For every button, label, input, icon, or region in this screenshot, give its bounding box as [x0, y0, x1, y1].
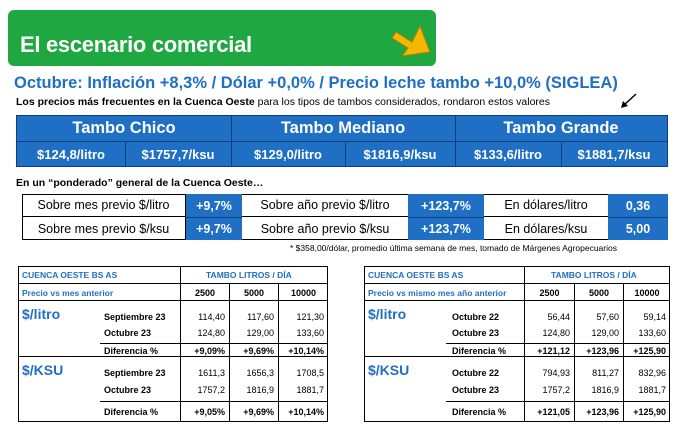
- price-value: $1881,7/ksu: [577, 147, 651, 162]
- cell-value: 129,00: [591, 328, 619, 338]
- header-tambo-mediano: Tambo Mediano: [231, 116, 455, 142]
- group-header: TAMBO LITROS / DÍA: [206, 270, 292, 280]
- cell-value: 133,60: [296, 328, 324, 338]
- summary-value: +9,7%: [186, 217, 242, 240]
- cell-value: 1881,7: [638, 385, 666, 395]
- cell-value: 133,60: [638, 328, 666, 338]
- pointer-arrow-icon: [621, 93, 637, 108]
- cell-value: 1881,7: [296, 385, 324, 395]
- litro-label: $/litro: [368, 306, 407, 322]
- litro-label: $/litro: [22, 306, 61, 322]
- price-value: $133,6/litro: [474, 147, 542, 162]
- table-subtitle: Precio vs mes anterior: [22, 288, 114, 298]
- cell-value: +121,05: [537, 407, 570, 417]
- cell-value: 124,80: [197, 328, 225, 338]
- price-table: Tambo Chico Tambo Mediano Tambo Grande $…: [16, 115, 668, 167]
- summary-value: 0,36: [608, 194, 668, 217]
- footnote: * $358,00/dólar, promedio última semana …: [290, 243, 617, 253]
- cell-value: 59,14: [643, 312, 666, 322]
- row-label: Octubre 22: [452, 368, 500, 378]
- table-title: CUENCA OESTE BS AS: [368, 270, 464, 280]
- ksu-label: $/KSU: [368, 362, 410, 378]
- cell-value: 1757,2: [197, 385, 225, 395]
- summary-label: Sobre año previo $/litro: [242, 194, 408, 217]
- summary-label: En dólares/ksu: [504, 221, 588, 236]
- col-header: 10000: [290, 288, 317, 298]
- ponderado-label: En un “ponderado” general de la Cuenca O…: [16, 177, 264, 189]
- table-title: CUENCA OESTE BS AS: [22, 270, 118, 280]
- summary-label: Sobre mes previo $/litro: [22, 194, 186, 217]
- cell-value: +123,96: [586, 346, 619, 356]
- intro-text: Los precios más frecuentes en la Cuenca …: [16, 96, 551, 108]
- cell-value: +121,12: [537, 346, 570, 356]
- header-tambo-grande: Tambo Grande: [455, 116, 667, 142]
- cell-value: +125,90: [633, 346, 666, 356]
- cell-value: +9,05%: [194, 407, 225, 417]
- cell-value: 129,00: [246, 328, 274, 338]
- cell-value: 811,27: [592, 368, 619, 378]
- summary-value: +123,7%: [408, 194, 484, 217]
- cell-value: 56,44: [547, 312, 570, 322]
- row-label: Octubre 23: [452, 385, 500, 395]
- down-arrow-icon: [391, 24, 431, 57]
- cell-value: 57,60: [596, 312, 619, 322]
- summary-value: +123,7%: [408, 217, 484, 240]
- cell-value: 124,80: [542, 328, 570, 338]
- cell-value: 1816,9: [591, 385, 619, 395]
- summary-label: En dólares/litro: [484, 194, 608, 217]
- cell-value: 832,96: [638, 368, 666, 378]
- cell-value: 1757,2: [542, 385, 570, 395]
- row-label: Septiembre 23: [104, 368, 166, 378]
- banner-title: El escenario comercial: [20, 32, 252, 57]
- col-header: 5000: [588, 288, 610, 298]
- cell-value: 1816,9: [246, 385, 274, 395]
- col-header: 2500: [194, 288, 216, 298]
- row-label: Diferencia %: [452, 407, 507, 417]
- row-label: Diferencia %: [104, 407, 159, 417]
- cell-value: +9,09%: [194, 346, 225, 356]
- summary-value: 5,00: [608, 217, 668, 240]
- section-banner: El escenario comercial: [8, 10, 436, 66]
- row-label: Diferencia %: [452, 346, 507, 356]
- row-label: Octubre 23: [452, 328, 500, 338]
- cell-value: +125,90: [633, 407, 666, 417]
- cell-value: 1708,5: [296, 368, 324, 378]
- summary-value: +9,7%: [186, 194, 242, 217]
- group-header: TAMBO LITROS / DÍA: [551, 270, 637, 280]
- summary-label: Sobre mes previo $/ksu: [22, 217, 186, 240]
- cell-value: +10,14%: [288, 346, 324, 356]
- cell-value: 1611,3: [198, 368, 225, 378]
- table-subtitle: Precio vs mismo mes año anterior: [368, 288, 507, 298]
- cell-value: +123,96: [586, 407, 619, 417]
- cell-value: +9,69%: [243, 407, 274, 417]
- cell-value: +9,69%: [243, 346, 274, 356]
- cell-value: 117,60: [247, 312, 274, 322]
- price-value: $1816,9/ksu: [363, 147, 437, 162]
- cell-value: 121,30: [296, 312, 324, 322]
- col-header: 10000: [634, 288, 660, 298]
- row-label: Diferencia %: [104, 346, 159, 356]
- price-value: $124,8/litro: [37, 147, 105, 162]
- row-label: Octubre 22: [452, 312, 500, 322]
- cell-value: 794,93: [542, 368, 570, 378]
- summary-label: Sobre año previo $/ksu: [260, 221, 390, 236]
- header-tambo-chico: Tambo Chico: [17, 116, 231, 142]
- price-value: $1757,7/ksu: [141, 147, 215, 162]
- cell-value: +10,14%: [288, 407, 324, 417]
- subtitle: Octubre: Inflación +8,3% / Dólar +0,0% /…: [14, 74, 618, 92]
- col-header: 5000: [243, 288, 265, 298]
- cell-value: 114,40: [198, 312, 225, 322]
- row-label: Octubre 23: [104, 385, 152, 395]
- price-value: $129,0/litro: [254, 147, 322, 162]
- cell-value: 1656,3: [246, 368, 274, 378]
- ksu-label: $/KSU: [22, 362, 64, 378]
- col-header: 2500: [539, 288, 560, 298]
- row-label: Septiembre 23: [104, 312, 166, 322]
- row-label: Octubre 23: [104, 328, 152, 338]
